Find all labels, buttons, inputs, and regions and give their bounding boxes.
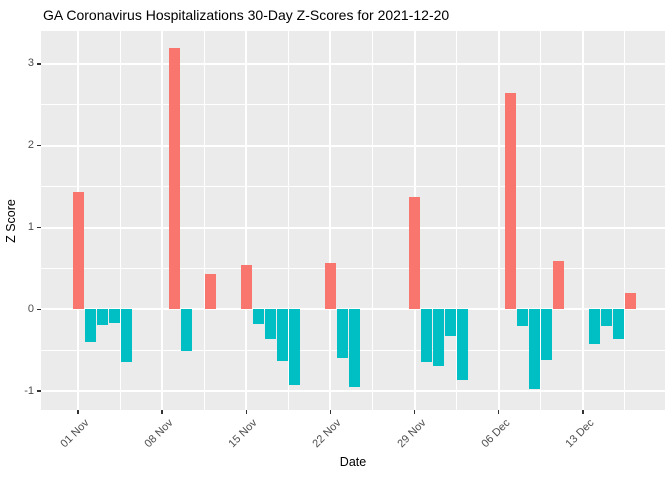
y-axis-tick bbox=[37, 63, 41, 65]
bar-2021-12-08 bbox=[517, 309, 529, 327]
y-axis-tick bbox=[37, 226, 41, 229]
gridline-minor-vertical bbox=[540, 31, 542, 410]
gridline-minor-vertical bbox=[456, 31, 458, 410]
x-tick-label: 22 Nov bbox=[310, 417, 344, 451]
bar-2021-12-02 bbox=[445, 309, 457, 337]
gridline-major-vertical bbox=[161, 31, 164, 410]
bar-2021-12-16 bbox=[613, 309, 625, 339]
x-axis-title: Date bbox=[339, 455, 367, 469]
x-tick-label: 06 Dec bbox=[479, 417, 513, 451]
bar-2021-11-22 bbox=[324, 262, 336, 310]
gridline-minor-vertical bbox=[119, 31, 121, 410]
gridline-major-horizontal bbox=[40, 62, 665, 65]
gridline-major-horizontal bbox=[40, 390, 665, 393]
bar-2021-11-18 bbox=[276, 309, 288, 361]
bar-2021-12-17 bbox=[625, 292, 637, 310]
x-axis-tick bbox=[77, 410, 79, 414]
gridline-minor-horizontal bbox=[40, 104, 665, 106]
x-axis-tick bbox=[582, 410, 584, 414]
bar-2021-12-09 bbox=[529, 309, 541, 389]
x-axis-tick bbox=[329, 410, 332, 414]
gridline-major-vertical bbox=[329, 31, 332, 410]
gridline-minor-horizontal bbox=[40, 186, 665, 188]
bar-2021-12-14 bbox=[589, 309, 601, 344]
bar-2021-12-01 bbox=[433, 309, 445, 366]
bar-2021-11-15 bbox=[240, 265, 252, 310]
gridline-minor-vertical bbox=[371, 31, 373, 410]
x-axis-tick bbox=[413, 410, 416, 414]
bar-2021-11-01 bbox=[72, 192, 84, 310]
x-axis-tick bbox=[497, 410, 500, 414]
bar-2021-11-03 bbox=[96, 309, 108, 325]
bar-2021-11-29 bbox=[409, 197, 421, 310]
bar-2021-12-03 bbox=[457, 309, 469, 380]
x-tick-label: 08 Nov bbox=[142, 417, 176, 451]
x-tick-label: 29 Nov bbox=[394, 417, 429, 451]
gridline-minor-vertical bbox=[287, 31, 289, 410]
bar-2021-12-11 bbox=[553, 261, 565, 310]
chart-title: GA Coronavirus Hospitalizations 30-Day Z… bbox=[43, 7, 450, 23]
bar-2021-11-02 bbox=[84, 309, 96, 343]
y-tick-label: 3 bbox=[27, 57, 34, 70]
x-axis-tick bbox=[161, 410, 163, 414]
gridline-major-horizontal bbox=[40, 226, 665, 229]
gridline-major-vertical bbox=[497, 31, 500, 410]
x-tick-label: 01 Nov bbox=[58, 417, 92, 451]
bar-2021-11-09 bbox=[168, 48, 180, 310]
gridline-major-horizontal bbox=[40, 144, 665, 147]
bar-2021-11-05 bbox=[120, 309, 132, 362]
gridline-major-vertical bbox=[581, 31, 584, 410]
y-tick-label: 2 bbox=[27, 139, 34, 152]
bar-2021-11-12 bbox=[204, 274, 216, 310]
y-axis-tick bbox=[37, 390, 41, 392]
bar-2021-11-04 bbox=[108, 309, 120, 324]
bar-2021-11-17 bbox=[264, 309, 276, 339]
x-tick-label: 13 Dec bbox=[563, 417, 597, 451]
plot-panel bbox=[40, 31, 665, 410]
x-tick-label: 15 Nov bbox=[226, 417, 260, 451]
gridline-minor-vertical bbox=[624, 31, 626, 410]
bar-2021-11-23 bbox=[336, 309, 348, 359]
bar-2021-11-30 bbox=[421, 309, 433, 363]
gridline-minor-vertical bbox=[203, 31, 205, 410]
gridline-minor-horizontal bbox=[40, 267, 665, 269]
bar-2021-11-10 bbox=[180, 309, 192, 351]
bar-2021-12-07 bbox=[505, 93, 517, 310]
bar-2021-12-15 bbox=[601, 309, 613, 327]
y-axis-tick bbox=[37, 308, 41, 311]
y-axis-tick bbox=[37, 144, 41, 147]
y-tick-label: 1 bbox=[27, 221, 34, 233]
y-tick-label: 0 bbox=[27, 302, 34, 315]
bar-2021-12-10 bbox=[541, 309, 553, 360]
bar-2021-11-24 bbox=[348, 309, 360, 387]
bar-2021-11-19 bbox=[288, 309, 300, 386]
x-axis-tick bbox=[245, 410, 248, 414]
y-tick-label: -1 bbox=[24, 384, 34, 397]
gridline-major-vertical bbox=[245, 31, 248, 410]
bar-2021-11-16 bbox=[252, 309, 264, 325]
